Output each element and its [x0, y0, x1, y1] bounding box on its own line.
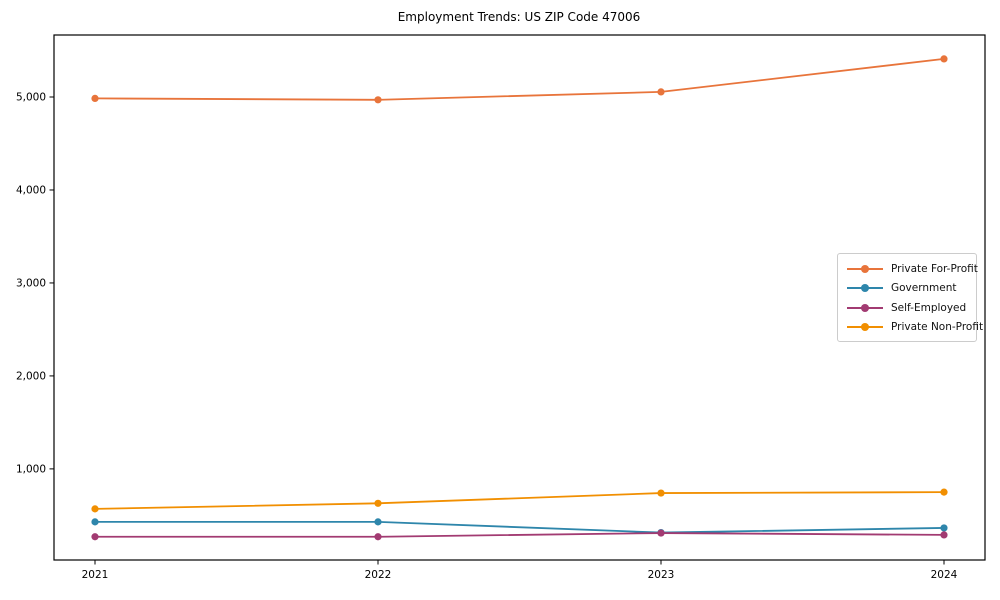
chart-title: Employment Trends: US ZIP Code 47006	[398, 10, 641, 24]
series-line	[94, 520, 945, 534]
data-point-marker	[374, 533, 382, 541]
line-marker-icon	[847, 303, 883, 312]
plot-border	[53, 34, 986, 561]
data-point-marker	[91, 533, 99, 541]
y-tick-label: 5,000	[16, 92, 46, 104]
legend-label: Self-Employed	[891, 301, 967, 314]
legend-item: Government	[838, 279, 976, 299]
legend-label: Private For-Profit	[891, 262, 978, 275]
data-point-marker	[91, 518, 99, 526]
x-tick-label: 2021	[82, 569, 109, 581]
data-point-marker	[940, 524, 948, 532]
line-marker-icon	[847, 284, 883, 293]
legend-item: Private For-Profit	[838, 259, 978, 279]
line-marker-icon	[847, 323, 883, 332]
data-point-marker	[940, 531, 948, 539]
x-tick-label: 2022	[365, 569, 392, 581]
data-point-marker	[657, 88, 665, 96]
data-point-marker	[374, 96, 382, 104]
series-line	[94, 532, 945, 538]
line-marker-icon	[847, 264, 883, 273]
data-point-marker	[940, 488, 948, 496]
series-layer	[91, 55, 948, 541]
x-tick-label: 2023	[648, 569, 675, 581]
series-line	[94, 57, 945, 101]
y-tick-label: 3,000	[16, 277, 46, 289]
legend-label: Private Non-Profit	[891, 321, 984, 334]
data-point-marker	[91, 94, 99, 103]
data-point-marker	[657, 529, 665, 537]
y-tick-label: 4,000	[16, 184, 46, 196]
legend-item: Self-Employed	[838, 298, 976, 318]
y-tick-label: 1,000	[16, 463, 46, 475]
data-point-marker	[940, 55, 948, 63]
x-tick-label: 2024	[931, 569, 958, 581]
data-point-marker	[91, 505, 99, 513]
legend-item: Private Non-Profit	[838, 318, 983, 338]
axes-layer: 1,000 2,000 3,000 4,000 5,000 2021 2022 2023 202…	[16, 34, 986, 581]
series-line	[94, 491, 945, 510]
data-point-marker	[374, 518, 382, 526]
y-tick-label: 2,000	[16, 370, 46, 382]
data-point-marker	[374, 499, 382, 507]
legend-label: Government	[891, 282, 957, 295]
data-point-marker	[657, 489, 665, 497]
legend: Private For-Profit Government Self-Emplo…	[837, 253, 983, 342]
